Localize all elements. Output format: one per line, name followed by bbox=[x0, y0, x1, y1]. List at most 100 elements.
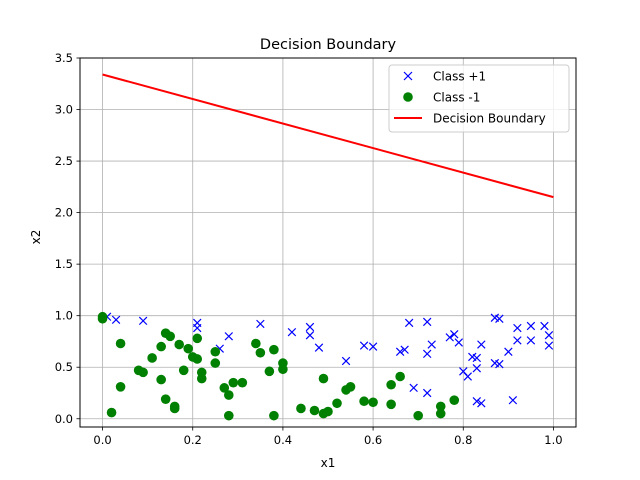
class-pos-point bbox=[359, 341, 369, 350]
class-neg-point bbox=[106, 407, 117, 418]
class-pos-point bbox=[472, 353, 482, 363]
class-pos-point bbox=[508, 395, 518, 405]
class-pos-point bbox=[341, 356, 351, 366]
circle-marker-icon bbox=[403, 92, 413, 102]
class-pos-point bbox=[513, 336, 522, 345]
y-tick-label: 2.0 bbox=[55, 206, 73, 220]
legend-label-class-neg: Class -1 bbox=[433, 91, 480, 105]
class-pos-point bbox=[193, 323, 202, 333]
class-neg-point bbox=[386, 379, 396, 390]
class-pos-point bbox=[540, 321, 549, 331]
class-neg-point bbox=[251, 338, 261, 349]
y-tick-label: 0.5 bbox=[55, 360, 73, 374]
class-neg-point bbox=[359, 396, 369, 407]
plot-area bbox=[97, 73, 554, 421]
legend-label-class-pos: Class +1 bbox=[433, 70, 486, 84]
class-neg-point bbox=[156, 374, 166, 385]
class-neg-point bbox=[183, 343, 194, 354]
legend-entry-class-pos: Class +1 bbox=[403, 70, 486, 84]
x-axis-ticks: 0.0 0.2 0.4 0.6 0.8 1.0 bbox=[93, 427, 563, 447]
class-neg-point bbox=[368, 397, 378, 408]
class-pos-point bbox=[477, 340, 486, 349]
legend: Class +1 Class -1 Decision Boundary bbox=[388, 64, 570, 133]
legend-entry-class-neg: Class -1 bbox=[403, 91, 480, 105]
class-neg-point bbox=[228, 377, 239, 388]
class-pos-point bbox=[450, 330, 459, 339]
x-tick-label: 0.2 bbox=[184, 433, 202, 447]
class-neg-point bbox=[147, 353, 157, 363]
class-pos-point bbox=[305, 322, 315, 332]
axes-frame bbox=[79, 57, 577, 428]
class-pos-point bbox=[477, 399, 486, 408]
class-pos-point bbox=[504, 347, 513, 356]
class-pos-point bbox=[404, 318, 414, 328]
class-pos-point bbox=[395, 347, 405, 356]
class-pos-point bbox=[427, 340, 436, 349]
y-tick-label: 1.0 bbox=[55, 309, 73, 323]
x-tick-label: 0.8 bbox=[454, 433, 472, 447]
x-tick-label: 0.4 bbox=[274, 433, 292, 447]
class-neg-point bbox=[219, 383, 230, 393]
class-neg-point bbox=[169, 403, 180, 414]
class-pos-point bbox=[454, 338, 463, 347]
y-axis-label: x2 bbox=[29, 230, 43, 245]
class-pos-point bbox=[526, 321, 536, 331]
class-pos-point bbox=[305, 331, 315, 340]
scatter-points-layer bbox=[97, 311, 554, 421]
class-pos-point bbox=[544, 341, 554, 350]
class-pos-point bbox=[544, 331, 554, 340]
class-neg-point bbox=[192, 333, 203, 344]
class-neg-point bbox=[156, 341, 166, 352]
class-neg-point bbox=[395, 371, 405, 382]
class-neg-point bbox=[138, 367, 148, 378]
class-pos-point bbox=[445, 333, 454, 342]
class-neg-point bbox=[224, 410, 234, 421]
class-neg-point bbox=[413, 410, 423, 421]
x-tick-label: 0.0 bbox=[93, 433, 111, 447]
class-pos-point bbox=[495, 314, 504, 323]
class-pos-point bbox=[526, 336, 536, 345]
class-neg-point bbox=[115, 338, 126, 349]
class-pos-point bbox=[111, 315, 121, 325]
class-neg-point bbox=[196, 373, 207, 384]
class-neg-point bbox=[264, 366, 275, 377]
y-tick-label: 2.5 bbox=[55, 154, 73, 168]
y-tick-label: 3.5 bbox=[55, 51, 73, 65]
class-neg-point bbox=[269, 344, 279, 355]
class-pos-point bbox=[472, 364, 482, 373]
class-pos-point bbox=[138, 316, 148, 326]
class-pos-point bbox=[422, 388, 432, 398]
class-neg-point bbox=[210, 358, 221, 368]
class-pos-point bbox=[495, 359, 504, 369]
class-neg-point bbox=[323, 406, 333, 417]
class-pos-point bbox=[422, 317, 432, 327]
class-neg-point bbox=[178, 365, 189, 376]
decision-boundary-line bbox=[102, 73, 554, 199]
class-pos-point bbox=[314, 343, 324, 352]
class-neg-point bbox=[386, 399, 396, 410]
class-neg-point bbox=[309, 405, 320, 416]
class-pos-point bbox=[256, 319, 265, 329]
class-neg-point bbox=[165, 331, 175, 342]
class-neg-point bbox=[192, 354, 203, 364]
class-pos-point bbox=[472, 397, 482, 406]
class-neg-point bbox=[224, 390, 234, 400]
class-neg-point bbox=[332, 398, 342, 409]
class-neg-point bbox=[160, 394, 171, 404]
legend-label-boundary: Decision Boundary bbox=[433, 112, 546, 126]
class-pos-point bbox=[513, 323, 522, 333]
x-axis-label: x1 bbox=[321, 456, 336, 470]
class-pos-point bbox=[400, 345, 409, 354]
class-neg-point bbox=[435, 408, 446, 419]
x-tick-label: 0.6 bbox=[364, 433, 382, 447]
y-tick-label: 3.0 bbox=[55, 103, 73, 117]
y-tick-label: 1.5 bbox=[55, 257, 73, 271]
class-pos-point bbox=[409, 383, 418, 393]
chart-title: Decision Boundary bbox=[260, 37, 397, 53]
x-marker-icon bbox=[403, 71, 413, 81]
class-neg-point bbox=[449, 395, 460, 406]
class-neg-point bbox=[278, 364, 288, 375]
y-tick-label: 0.0 bbox=[55, 412, 73, 426]
class-neg-point bbox=[174, 339, 184, 350]
